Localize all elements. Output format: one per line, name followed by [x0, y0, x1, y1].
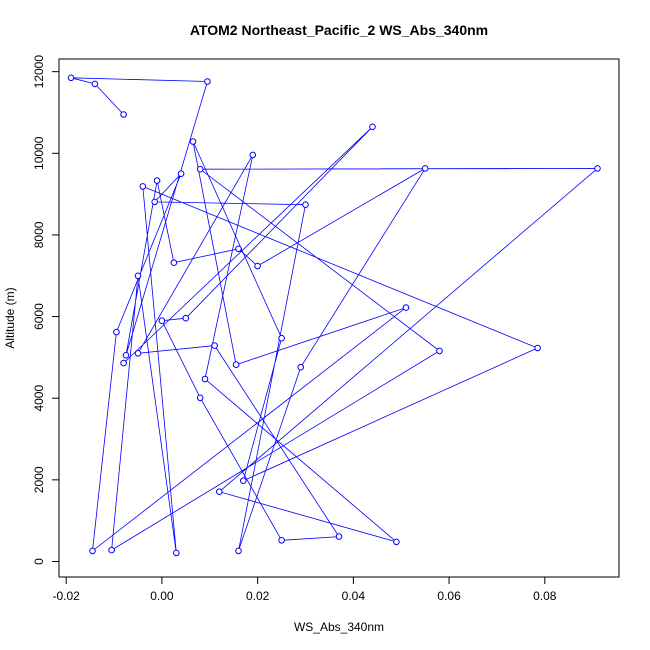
data-point — [534, 344, 541, 352]
data-point — [235, 547, 242, 555]
data-point — [594, 165, 601, 172]
x-axis-label: WS_Abs_340nm — [294, 620, 384, 634]
data-point — [134, 272, 142, 280]
x-tick-label: -0.02 — [52, 589, 80, 603]
data-point — [139, 183, 147, 190]
x-tick-label: 0.06 — [437, 589, 461, 603]
x-axis: -0.02 0.00 0.02 0.04 0.06 0.08 — [52, 576, 557, 603]
y-tick-label: 2000 — [32, 466, 46, 493]
data-point — [369, 123, 376, 131]
series-line — [70, 77, 599, 553]
x-tick-label: 0.04 — [342, 589, 366, 603]
data-point — [297, 363, 305, 371]
data-point — [113, 328, 120, 336]
data-point — [196, 394, 204, 402]
data-point — [240, 477, 247, 485]
x-tick-label: 0.00 — [150, 589, 174, 603]
data-point — [108, 546, 115, 554]
y-tick-label: 4000 — [32, 385, 46, 412]
x-tick-label: 0.08 — [533, 589, 557, 603]
y-axis: 0 2000 4000 6000 8000 10000 12000 — [32, 55, 60, 565]
data-point — [196, 165, 204, 173]
data-point — [421, 165, 429, 172]
data-point — [177, 170, 185, 177]
data-point — [249, 151, 257, 159]
data-point — [204, 78, 211, 85]
data-point — [278, 334, 285, 342]
data-point — [302, 201, 309, 208]
data-point — [122, 352, 130, 359]
data-point — [436, 347, 443, 355]
data-point — [91, 80, 99, 88]
data-point — [120, 111, 127, 118]
data-series — [67, 74, 601, 557]
chart-title: ATOM2 Northeast_Pacific_2 WS_Abs_340nm — [190, 22, 488, 38]
x-tick-label: 0.02 — [246, 589, 270, 603]
data-point — [120, 359, 127, 367]
data-point — [153, 177, 161, 184]
y-tick-label: 8000 — [32, 221, 46, 248]
data-point — [173, 549, 180, 557]
data-point — [182, 314, 190, 322]
data-point — [402, 304, 410, 311]
plot-frame — [58, 58, 620, 578]
data-point — [201, 375, 209, 383]
data-point — [67, 74, 75, 82]
y-axis-label: Altitude (m) — [3, 287, 17, 348]
data-point — [254, 262, 261, 270]
data-point — [232, 361, 240, 369]
data-point — [335, 533, 343, 540]
data-point — [170, 259, 178, 267]
data-point — [151, 198, 158, 206]
y-tick-label: 6000 — [32, 303, 46, 330]
data-point — [235, 245, 242, 253]
data-point — [134, 350, 142, 357]
data-point — [393, 538, 400, 546]
data-point — [278, 537, 285, 544]
y-tick-label: 12000 — [32, 55, 46, 89]
data-point — [89, 547, 96, 555]
y-tick-label: 10000 — [32, 136, 46, 170]
data-point — [189, 138, 197, 145]
data-point — [211, 342, 218, 349]
data-point — [158, 317, 166, 325]
y-tick-label: 0 — [32, 558, 46, 565]
data-point — [216, 488, 223, 496]
